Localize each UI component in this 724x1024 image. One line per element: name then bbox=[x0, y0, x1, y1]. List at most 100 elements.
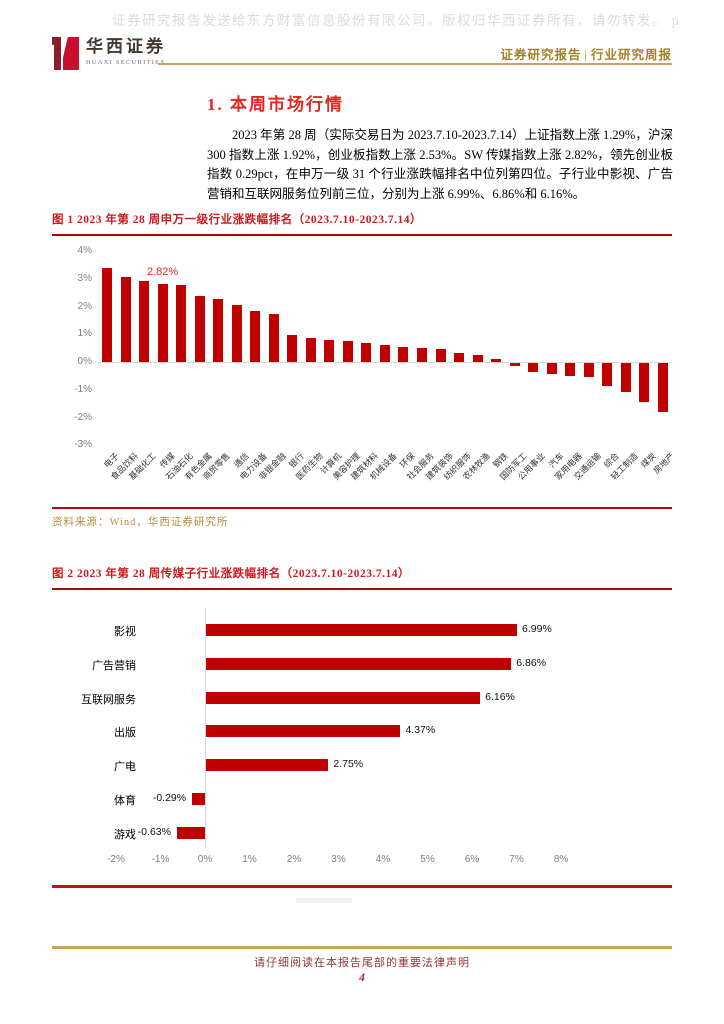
y-axis-tick-label: 3% bbox=[77, 272, 92, 284]
bar-互联网服务 bbox=[206, 691, 481, 704]
x-axis-tick-label: 7% bbox=[509, 854, 524, 865]
category-label-游戏: 游戏 bbox=[114, 828, 136, 841]
value-label-广电: 2.75% bbox=[333, 758, 364, 771]
y-axis-tick-label: -1% bbox=[74, 383, 92, 395]
value-label-体育: -0.29% bbox=[152, 792, 187, 804]
page-number: 4 bbox=[359, 972, 365, 984]
bar-影视 bbox=[206, 624, 518, 636]
bar-环保 bbox=[398, 346, 409, 362]
zero-axis-line bbox=[205, 608, 206, 848]
figure2-caption: 图 2 2023 年第 28 周传媒子行业涨跌幅排名（2023.7.10-202… bbox=[52, 568, 410, 580]
bar-轻工制造 bbox=[620, 363, 631, 393]
x-axis-tick-label: 4% bbox=[375, 854, 391, 865]
bar-家用电器 bbox=[565, 363, 576, 377]
bar-医药生物 bbox=[305, 337, 316, 362]
bar-体育 bbox=[192, 793, 205, 805]
logo-right-stroke bbox=[63, 37, 79, 70]
body-paragraph: 2023 年第 28 周（实际交易日为 2023.7.10-2023.7.14）… bbox=[207, 128, 673, 201]
bar-公用事业 bbox=[528, 363, 539, 373]
footer-gold-rule bbox=[52, 946, 672, 949]
bar-机械设备 bbox=[379, 344, 390, 362]
bar-传媒 bbox=[157, 283, 168, 362]
bar-房地产 bbox=[657, 363, 668, 412]
x-axis-tick-label: 5% bbox=[420, 854, 435, 865]
bar-国防军工 bbox=[509, 363, 520, 367]
bar-纺织服饰 bbox=[454, 353, 465, 362]
bar-煤炭 bbox=[639, 363, 650, 402]
bar-社会服务 bbox=[417, 347, 427, 362]
bar-钢铁 bbox=[491, 358, 502, 362]
media-subsector-bar-chart: 影视 6.99% 广告营销 6.86% 互联网服务 6.16% 出版 4.37% 广电 2.75%… bbox=[52, 596, 672, 880]
bar-出版 bbox=[206, 725, 401, 738]
bar-广告营销 bbox=[206, 657, 512, 670]
section-heading: 1. 本周市场行情 bbox=[207, 95, 344, 114]
y-axis-tick-label: -3% bbox=[74, 439, 92, 451]
figure1-caption: 图 1 2023 年第 28 周申万一级行业涨跌幅排名（2023.7.10-20… bbox=[52, 214, 422, 226]
category-label-广告营销: 广告营销 bbox=[92, 659, 136, 672]
bar-综合 bbox=[602, 363, 613, 387]
logo-left-stroke bbox=[52, 37, 61, 70]
category-label-影视: 影视 bbox=[114, 626, 136, 638]
x-axis-tick-label: 8% bbox=[553, 854, 569, 865]
x-axis-tick-label: 2% bbox=[286, 854, 302, 865]
logo-cn-text: 华西证券 bbox=[86, 37, 166, 56]
x-axis-tick-label: 1% bbox=[242, 854, 257, 865]
logo-en-text: HUAXI SECURITIES bbox=[86, 59, 166, 66]
bar-美容护理 bbox=[342, 340, 353, 362]
data-label-media: 2.82% bbox=[146, 266, 179, 278]
logo-text: 华西证券 HUAXI SECURITIES bbox=[86, 33, 166, 66]
figure2-bottom-rule bbox=[52, 885, 672, 888]
x-axis-tick-label: -1% bbox=[151, 854, 170, 865]
bar-计算机 bbox=[324, 339, 335, 362]
bar-基础化工 bbox=[139, 280, 150, 362]
value-label-互联网服务: 6.16% bbox=[485, 690, 515, 703]
figure1-top-rule bbox=[52, 234, 672, 236]
zero-gridline bbox=[98, 362, 670, 363]
report-type-label: 证券研究报告 | 行业研究周报 bbox=[500, 44, 672, 63]
category-label-出版: 出版 bbox=[114, 727, 136, 740]
figure2-top-rule bbox=[52, 588, 672, 590]
value-label-影视: 6.99% bbox=[522, 623, 552, 635]
x-axis-tick-label: 3% bbox=[331, 854, 346, 865]
category-label-互联网服务: 互联网服务 bbox=[81, 693, 136, 706]
bar-农林牧渔 bbox=[472, 355, 483, 362]
confidential-watermark: 证券研究报告发送给东方财富信息股份有限公司。版权归华西证券所有，请勿转发。 p bbox=[112, 13, 681, 28]
bar-商贸零售 bbox=[213, 298, 224, 362]
bar-非银金融 bbox=[268, 313, 279, 362]
bar-石油石化 bbox=[176, 284, 187, 362]
value-label-出版: 4.37% bbox=[405, 724, 436, 737]
bar-建筑装饰 bbox=[435, 348, 446, 362]
bar-通信 bbox=[231, 304, 242, 362]
bar-建筑材料 bbox=[361, 342, 372, 362]
bar-交通运输 bbox=[583, 363, 594, 378]
legal-notice: 请仔细阅读在本报告尾部的重要法律声明 bbox=[254, 957, 470, 969]
value-label-广告营销: 6.86% bbox=[516, 656, 547, 669]
bar-电子 bbox=[102, 267, 112, 362]
header-gold-rule bbox=[158, 63, 672, 65]
y-axis-tick-label: -2% bbox=[74, 411, 92, 423]
x-axis-tick-label: 0% bbox=[197, 854, 213, 865]
value-label-游戏: -0.63% bbox=[137, 825, 171, 838]
doc-type-text: 证券研究报告 bbox=[500, 48, 582, 62]
y-axis-tick-label: 0% bbox=[77, 356, 92, 367]
bar-游戏 bbox=[176, 826, 205, 839]
bar-有色金属 bbox=[194, 295, 205, 362]
category-label-广电: 广电 bbox=[114, 761, 136, 774]
divider-bar: | bbox=[584, 48, 588, 62]
bar-银行 bbox=[287, 334, 298, 362]
faint-watermark-fragment bbox=[296, 898, 352, 903]
huaxi-logo-icon bbox=[52, 33, 79, 70]
category-label-体育: 体育 bbox=[114, 795, 136, 807]
y-axis-tick-label: 2% bbox=[77, 300, 92, 312]
bar-汽车 bbox=[546, 363, 557, 375]
x-axis-tick-label: -2% bbox=[107, 854, 125, 865]
doc-subtype-text: 行业研究周报 bbox=[590, 48, 672, 62]
bar-广电 bbox=[206, 759, 329, 772]
bar-食品饮料 bbox=[120, 276, 131, 362]
huaxi-logo: 华西证券 HUAXI SECURITIES bbox=[52, 33, 166, 70]
y-axis-tick-label: 4% bbox=[77, 245, 92, 256]
figure1-source: 资料来源：Wind，华西证券研究所 bbox=[52, 517, 229, 528]
figure1-bottom-rule bbox=[52, 507, 672, 509]
industry-ranking-bar-chart: 4% 3% 2% 1% 0% -1% -2% -3% 电子 食品饮料 基础化工 传媒 石油石化 有色金属商… bbox=[52, 240, 676, 506]
